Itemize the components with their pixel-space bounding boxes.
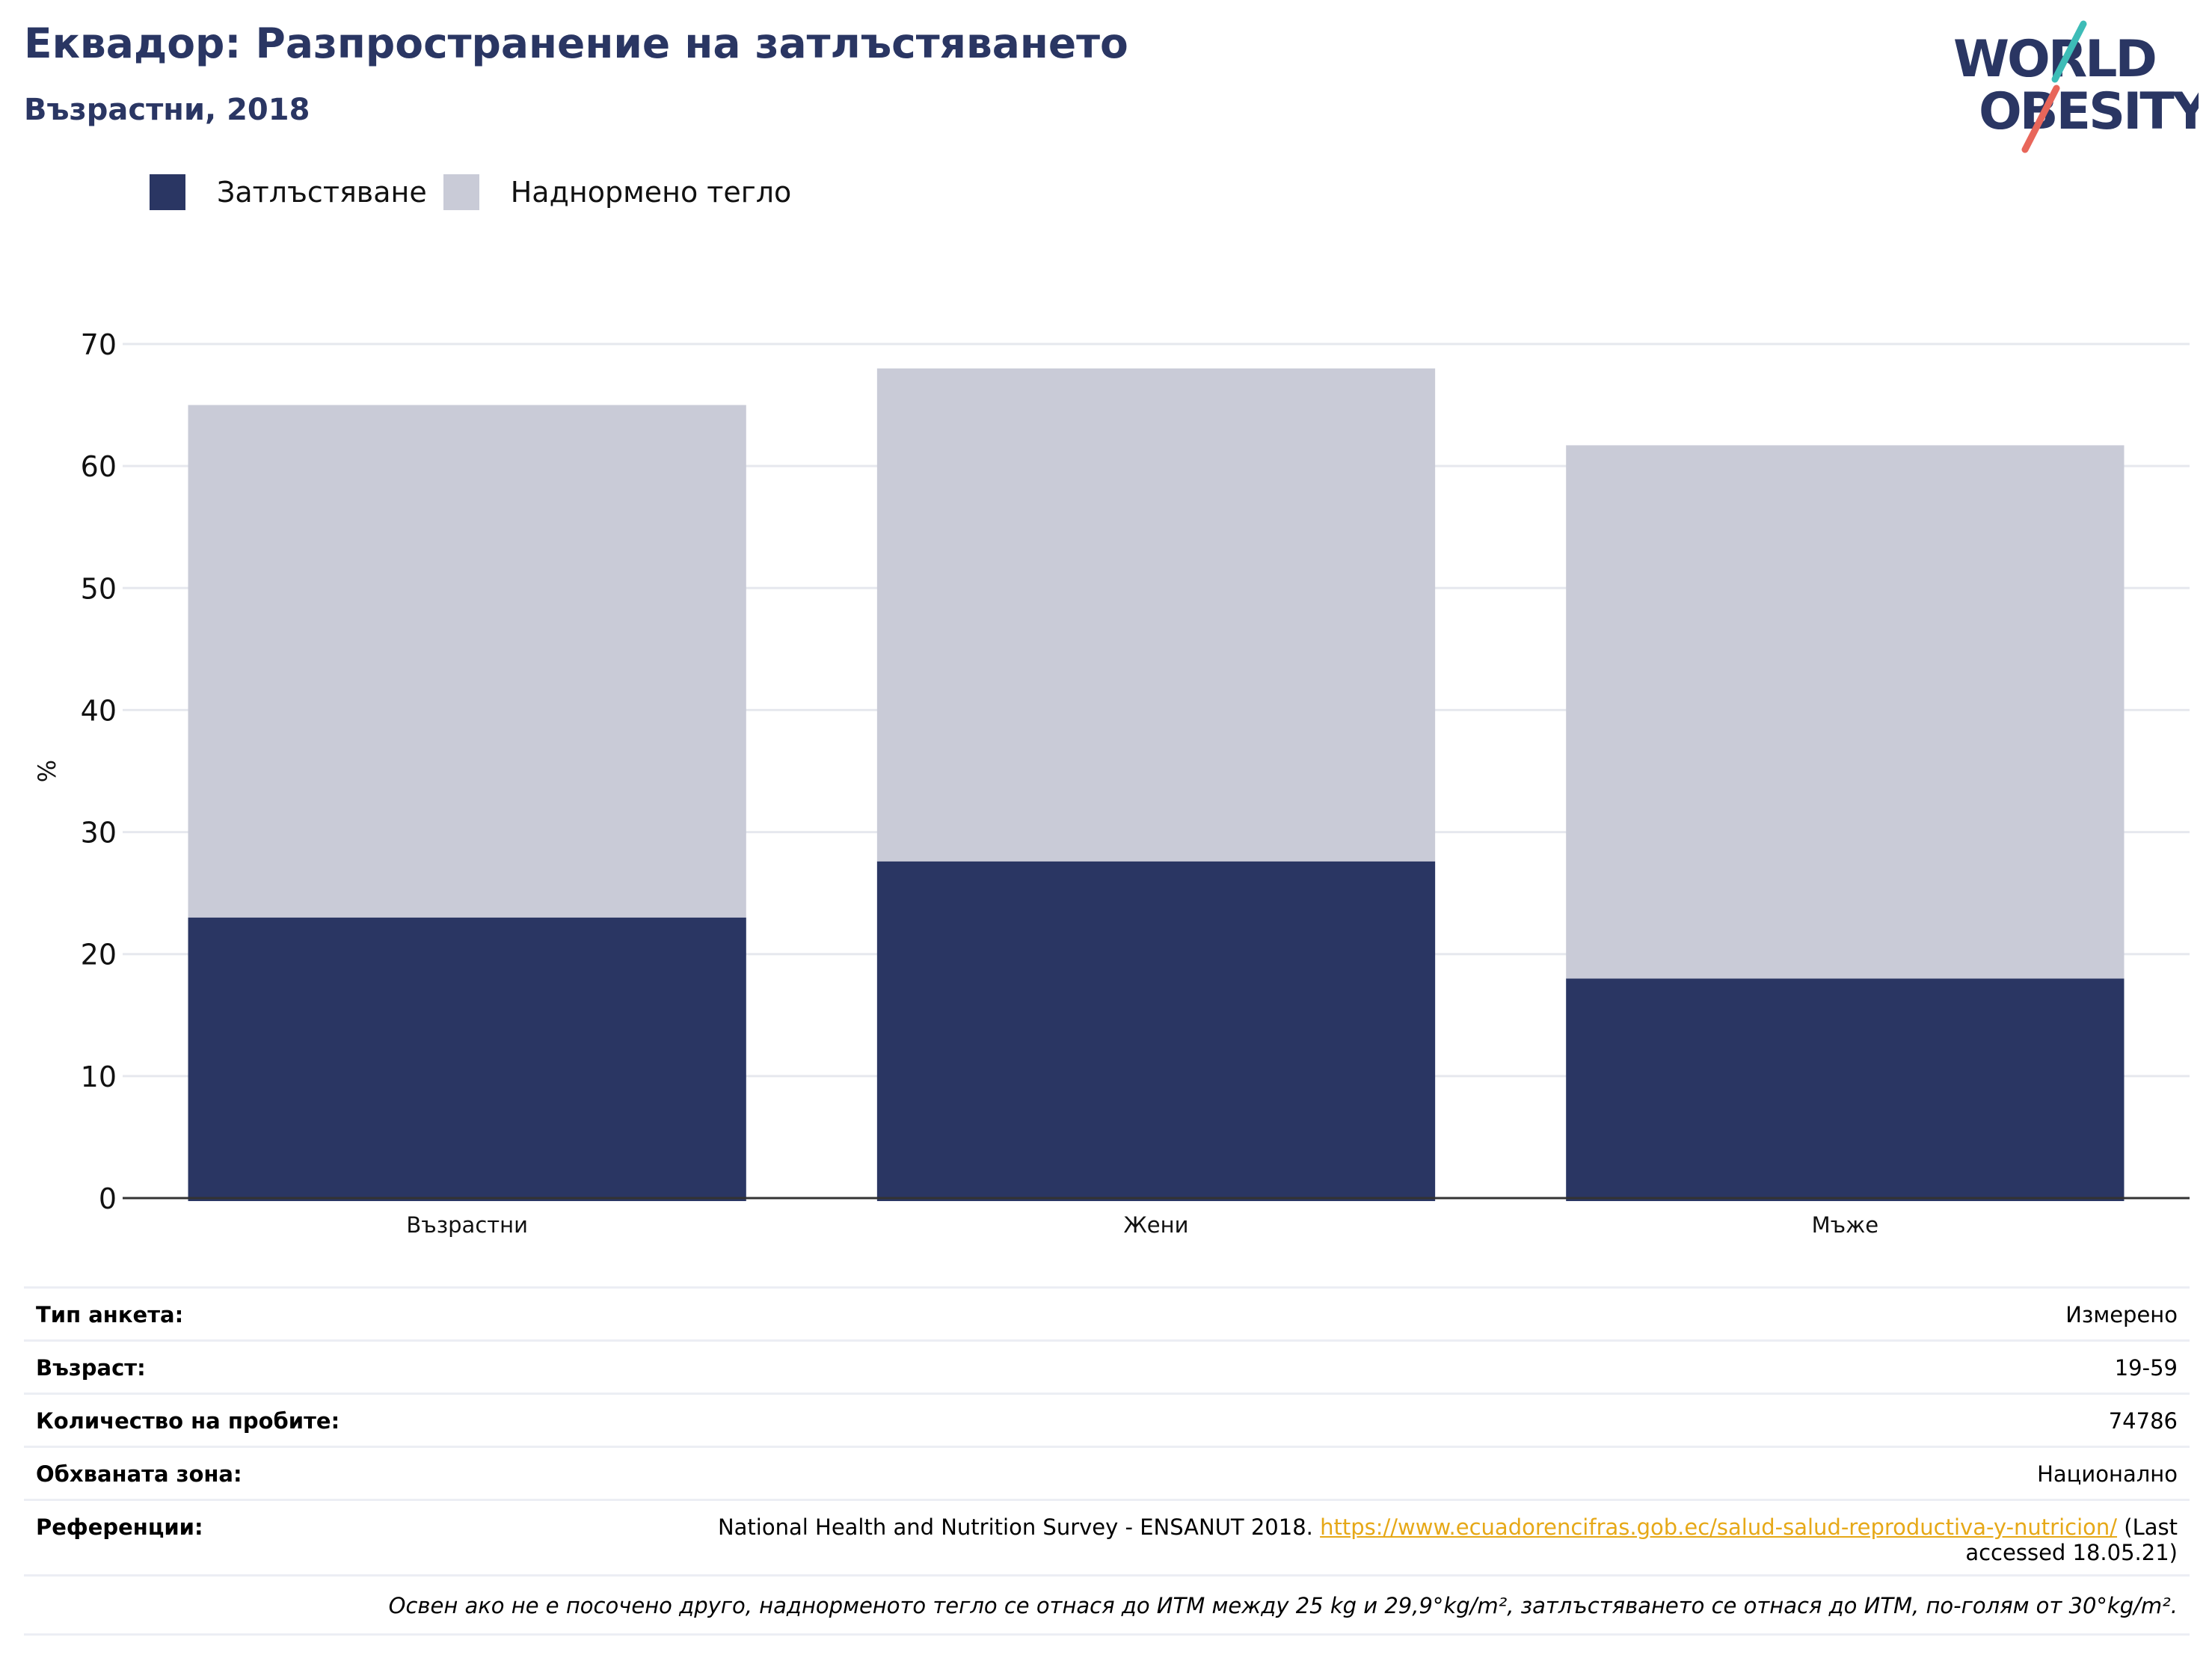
survey-type-label: Тип анкета: [36, 1302, 184, 1327]
y-axis-label: % [33, 760, 61, 782]
sample-size-value: 74786 [2108, 1408, 2178, 1434]
bar-overweight [1566, 445, 2125, 979]
y-tick-label: 30 [81, 817, 117, 850]
references-link[interactable]: https://www.ecuadorencifras.gob.ec/salud… [1320, 1514, 2118, 1540]
legend-swatch-overweight [443, 174, 479, 210]
age-value: 19-59 [2114, 1355, 2178, 1381]
bmi-footnote: Освен ако не е посочено друго, наднормен… [388, 1593, 2178, 1618]
page-title: Еквадор: Разпространение на затлъстяване… [24, 19, 1128, 67]
info-row-sample-size: Количество на пробите: 74786 [24, 1393, 2190, 1446]
references-text: National Health and Nutrition Survey - E… [717, 1514, 1313, 1540]
sample-size-label: Количество на пробите: [36, 1408, 340, 1434]
area-label: Обхваната зона: [36, 1461, 242, 1487]
chart-legend: Затлъстяване Наднормено тегло [150, 174, 808, 211]
bar-obesity [1566, 978, 2125, 1201]
page-subtitle: Възрастни, 2018 [24, 93, 310, 127]
bar-obesity [876, 861, 1436, 1201]
y-tick-label: 20 [81, 939, 117, 971]
legend-swatch-obesity [150, 174, 185, 210]
logo-slash-bottom [2021, 85, 2060, 153]
y-tick-label: 10 [81, 1060, 117, 1093]
world-obesity-logo: WORLD OBESITY [1953, 20, 2199, 153]
references-label: Референции: [36, 1514, 203, 1540]
legend-label-obesity: Затлъстяване [217, 176, 427, 209]
x-tick-label: Възрастни [406, 1212, 528, 1238]
logo-slash-top [2051, 20, 2087, 83]
y-tick-label: 60 [81, 450, 117, 483]
y-tick-label: 40 [81, 694, 117, 727]
info-row-age: Възраст: 19-59 [24, 1339, 2190, 1393]
logo-line2: OBESITY [1979, 82, 2199, 141]
info-row-note: Освен ако не е посочено друго, наднормен… [24, 1574, 2190, 1636]
y-tick-label: 0 [99, 1182, 117, 1215]
survey-info-table: Тип анкета: Измерено Възраст: 19-59 Коли… [24, 1286, 2190, 1636]
x-tick-label: Жени [1124, 1212, 1189, 1238]
references-value: National Health and Nutrition Survey - E… [645, 1514, 2178, 1565]
bar-overweight [876, 368, 1436, 862]
legend-item-obesity[interactable]: Затлъстяване [150, 174, 427, 210]
y-tick-label: 50 [81, 572, 117, 605]
area-value: Национално [2037, 1461, 2178, 1487]
legend-item-overweight[interactable]: Наднормено тегло [443, 174, 792, 210]
survey-type-value: Измерено [2065, 1302, 2178, 1327]
references-suffix: (Last accessed 18.05.21) [1965, 1514, 2178, 1565]
bar-obesity [188, 917, 746, 1201]
x-tick-label: Мъже [1812, 1212, 1878, 1238]
info-row-survey-type: Тип анкета: Измерено [24, 1286, 2190, 1339]
legend-label-overweight: Наднормено тегло [510, 176, 792, 209]
stacked-bar-chart: 0 10 20 30 40 50 60 70% Възрастни Жени Мъже [33, 328, 2190, 1238]
info-row-area: Обхваната зона: Национално [24, 1446, 2190, 1499]
y-tick-label: 70 [81, 328, 117, 361]
info-row-references: Референции: National Health and Nutritio… [24, 1499, 2190, 1574]
bar-overweight [188, 405, 746, 918]
age-label: Възраст: [36, 1355, 146, 1381]
